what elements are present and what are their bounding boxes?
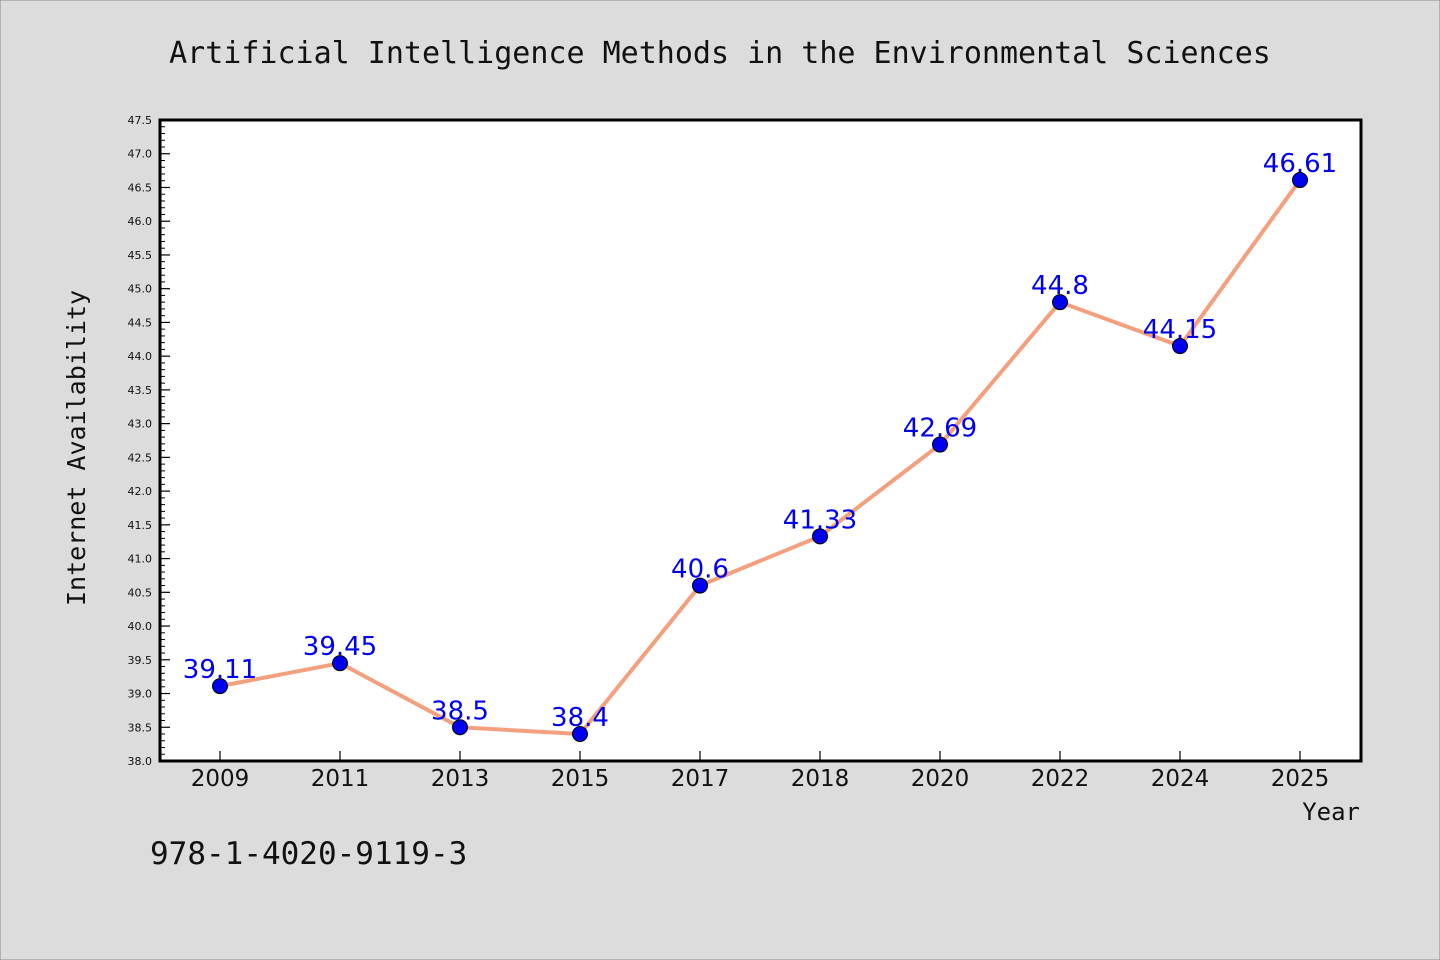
data-label: 46.61 xyxy=(1263,149,1337,179)
series-line-group xyxy=(212,172,1308,743)
data-point xyxy=(212,678,228,695)
x-tick-label: 2017 xyxy=(671,766,730,792)
data-point xyxy=(452,719,468,736)
data-label: 38.4 xyxy=(551,703,609,733)
y-tick-label: 39.5 xyxy=(128,654,153,667)
series-line xyxy=(219,178,1302,737)
y-tick-label: 39.0 xyxy=(128,688,153,701)
chart-title: Artificial Intelligence Methods in the E… xyxy=(169,36,1271,71)
data-point xyxy=(812,528,828,545)
y-tick-label: 41.0 xyxy=(128,553,153,566)
plot-area xyxy=(158,118,1363,763)
x-axis-label: Year xyxy=(1302,798,1360,826)
y-tick-label: 45.5 xyxy=(128,249,153,262)
x-axis: 2009 2011 2013 2015 2017 2018 2020 2022 2024 2025 xyxy=(191,751,1330,792)
x-tick-label: 2018 xyxy=(791,766,850,792)
y-tick-label: 43.0 xyxy=(128,418,153,431)
x-tick-label: 2025 xyxy=(1271,766,1330,792)
y-tick-label: 42.5 xyxy=(128,451,153,464)
y-tick-label: 44.5 xyxy=(128,316,153,329)
y-tick-label: 41.5 xyxy=(128,519,153,532)
data-label: 42.69 xyxy=(903,414,977,444)
x-tick-label: 2024 xyxy=(1151,766,1210,792)
y-tick-label: 46.0 xyxy=(128,215,153,228)
footnote: 978-1-4020-9119-3 xyxy=(150,836,467,872)
data-point xyxy=(1292,172,1308,189)
data-point xyxy=(692,577,708,594)
x-tick-label: 2015 xyxy=(551,766,610,792)
y-tick-label: 44.0 xyxy=(128,350,153,363)
data-label: 38.5 xyxy=(431,696,489,726)
data-label-group: 39.11 39.45 38.5 38.4 40.6 41.33 42.69 44.8 44.1… xyxy=(183,149,1337,733)
y-axis-label: Internet Availability xyxy=(62,290,91,606)
y-axis: 38.0 38.5 39.0 39.5 40.0 40.5 41.0 41.5 42.0 42.5… xyxy=(128,114,170,768)
x-tick-label: 2020 xyxy=(911,766,970,792)
y-tick-label: 42.0 xyxy=(128,485,153,498)
data-label: 44.15 xyxy=(1143,315,1217,345)
y-tick-label: 45.0 xyxy=(128,283,153,296)
data-point xyxy=(932,436,948,453)
y-tick-label: 38.0 xyxy=(128,755,153,768)
y-tick-label: 47.0 xyxy=(128,148,153,161)
data-label: 41.33 xyxy=(783,505,857,535)
data-point xyxy=(572,726,588,743)
data-label: 39.45 xyxy=(303,632,377,662)
data-label: 44.8 xyxy=(1031,271,1089,301)
y-tick-label: 43.5 xyxy=(128,384,153,397)
y-tick-label: 47.5 xyxy=(128,114,153,127)
data-point xyxy=(1052,294,1068,311)
data-point xyxy=(1172,338,1188,355)
x-tick-label: 2022 xyxy=(1031,766,1090,792)
y-tick-label: 46.5 xyxy=(128,181,153,194)
x-tick-label: 2009 xyxy=(191,766,250,792)
x-tick-label: 2013 xyxy=(431,766,490,792)
y-tick-label: 40.0 xyxy=(128,620,153,633)
data-point xyxy=(332,655,348,672)
y-tick-label: 38.5 xyxy=(128,721,153,734)
y-tick-label: 40.5 xyxy=(128,586,153,599)
x-tick-label: 2011 xyxy=(311,766,370,792)
data-label: 40.6 xyxy=(671,555,729,585)
data-label: 39.11 xyxy=(183,655,257,685)
